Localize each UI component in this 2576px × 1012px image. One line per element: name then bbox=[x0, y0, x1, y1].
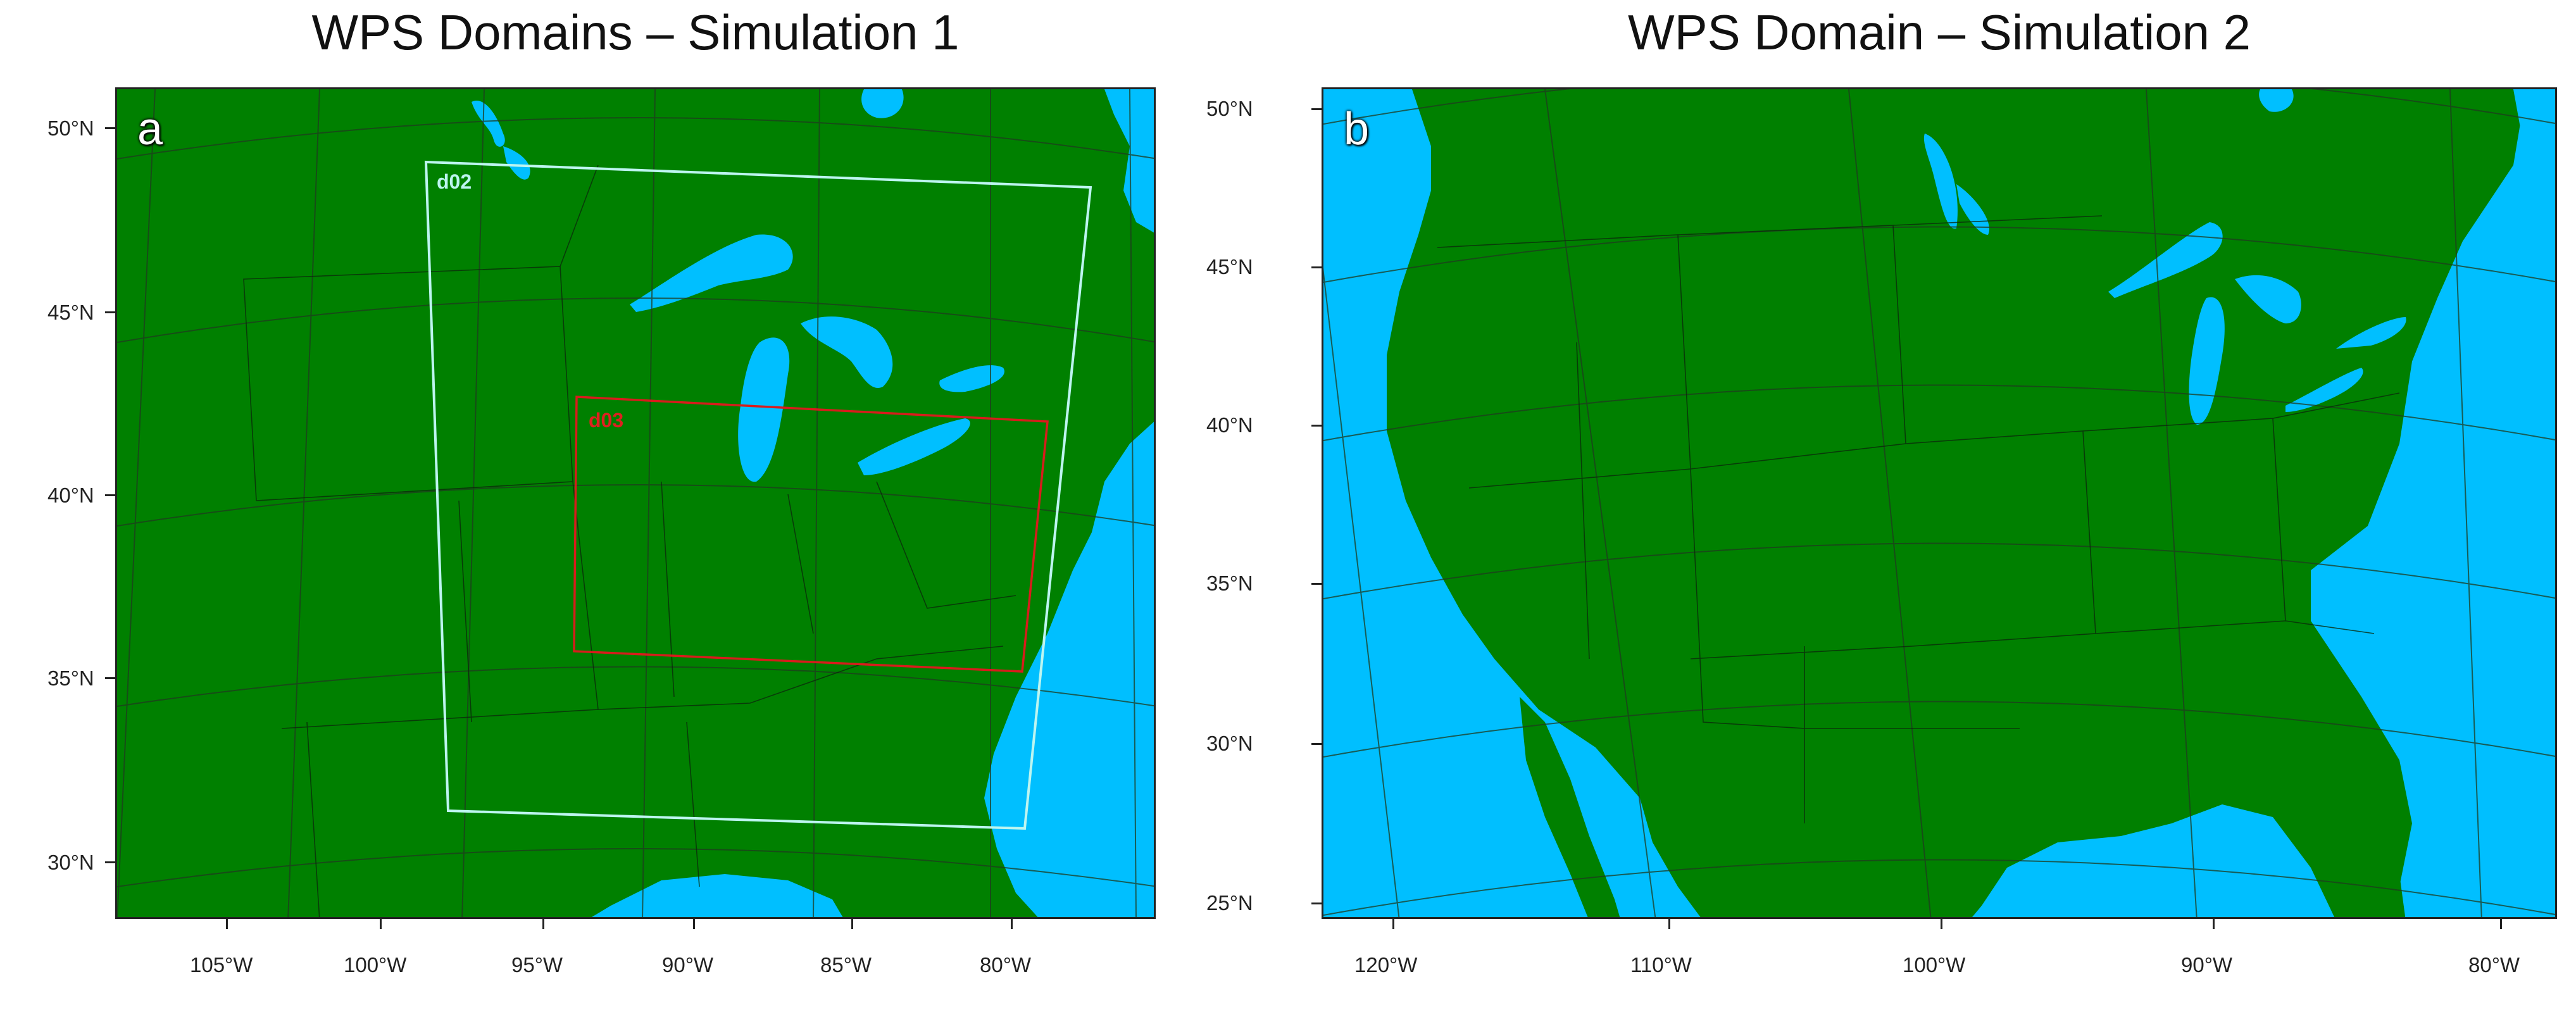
lake-north-2 bbox=[503, 146, 530, 180]
panel-a-letter: a bbox=[137, 104, 163, 154]
lat-tick-a-45 bbox=[105, 311, 115, 313]
state-borders bbox=[243, 165, 1016, 917]
lat-tick-b-25 bbox=[1311, 903, 1322, 904]
state-borders bbox=[1437, 215, 2400, 823]
map-b-canvas bbox=[1323, 89, 2555, 917]
baja-california bbox=[1520, 697, 1620, 917]
lon-tick-a-85 bbox=[851, 919, 853, 929]
lon-tick-b-90 bbox=[2213, 919, 2215, 929]
gulf-of-california bbox=[1570, 741, 1683, 917]
lon-label-a-100: 100°W bbox=[344, 953, 407, 977]
lake-ontario bbox=[2336, 317, 2406, 349]
lon-label-b-80: 80°W bbox=[2468, 953, 2520, 977]
domain-d02-box bbox=[424, 160, 1092, 830]
lake-north-2 bbox=[1956, 184, 1989, 235]
lat-label-b-30: 30°N bbox=[1206, 732, 1253, 755]
lake-ontario bbox=[939, 365, 1004, 392]
lon-label-a-80: 80°W bbox=[980, 953, 1032, 977]
lat-tick-b-50 bbox=[1311, 108, 1322, 110]
lat-label-b-35: 35°N bbox=[1206, 572, 1253, 595]
lat-label-a-35: 35°N bbox=[47, 666, 94, 690]
domain-d02-label: d02 bbox=[437, 170, 472, 193]
lon-label-b-120: 120°W bbox=[1354, 953, 1418, 977]
lake-northwest bbox=[472, 101, 505, 147]
lat-label-a-30: 30°N bbox=[47, 851, 94, 874]
lake-erie bbox=[858, 418, 970, 475]
florida bbox=[2311, 811, 2406, 917]
lat-tick-a-50 bbox=[105, 127, 115, 129]
map-panel-a: a d02 d03 bbox=[115, 87, 1156, 919]
panel-b-letter: b bbox=[1344, 104, 1370, 154]
lon-tick-b-110 bbox=[1668, 919, 1670, 929]
lon-tick-a-95 bbox=[542, 919, 544, 929]
land-mass bbox=[1387, 89, 2526, 917]
lat-tick-a-35 bbox=[105, 677, 115, 679]
lake-erie bbox=[2285, 368, 2363, 412]
map-a-canvas bbox=[117, 89, 1154, 917]
lon-tick-b-100 bbox=[1941, 919, 1942, 929]
lat-tick-b-35 bbox=[1311, 583, 1322, 585]
domain-d03-label: d03 bbox=[589, 409, 624, 432]
northeast-water bbox=[1104, 89, 1154, 233]
lon-label-b-90: 90°W bbox=[2181, 953, 2233, 977]
lon-tick-a-100 bbox=[380, 919, 382, 929]
lake-north-3 bbox=[861, 89, 904, 118]
lon-label-a-105: 105°W bbox=[190, 953, 253, 977]
land-mass bbox=[117, 89, 1154, 917]
lat-label-b-45: 45°N bbox=[1206, 255, 1253, 278]
lon-label-a-85: 85°W bbox=[820, 953, 872, 977]
lake-superior bbox=[2108, 222, 2223, 298]
lat-tick-b-40 bbox=[1311, 425, 1322, 427]
gulf-of-mexico bbox=[2010, 836, 2315, 917]
panel-b-title: WPS Domain – Simulation 2 bbox=[1627, 4, 2251, 60]
lake-superior bbox=[630, 234, 793, 312]
graticule bbox=[117, 89, 1154, 917]
lon-tick-a-105 bbox=[226, 919, 228, 929]
lat-tick-b-45 bbox=[1311, 266, 1322, 268]
lake-huron bbox=[801, 316, 893, 388]
lake-michigan bbox=[738, 337, 790, 482]
northeast-water bbox=[2513, 89, 2555, 170]
lat-label-b-40: 40°N bbox=[1206, 413, 1253, 437]
lon-label-a-90: 90°W bbox=[662, 953, 714, 977]
lat-label-a-50: 50°N bbox=[47, 116, 94, 140]
lat-label-a-45: 45°N bbox=[47, 301, 94, 324]
lat-tick-a-40 bbox=[105, 494, 115, 496]
lat-label-b-50: 50°N bbox=[1206, 97, 1253, 120]
lat-tick-a-30 bbox=[105, 861, 115, 863]
lon-tick-b-120 bbox=[1392, 919, 1394, 929]
lon-tick-b-80 bbox=[2500, 919, 2502, 929]
lon-label-b-110: 110°W bbox=[1630, 953, 1692, 977]
graticule bbox=[1323, 89, 2555, 917]
lake-north-3 bbox=[2259, 89, 2294, 112]
lon-label-b-100: 100°W bbox=[1903, 953, 1966, 977]
lon-tick-a-80 bbox=[1011, 919, 1013, 929]
domain-d03-box bbox=[573, 396, 1049, 673]
lat-label-b-25: 25°N bbox=[1206, 891, 1253, 915]
map-panel-b: b bbox=[1322, 87, 2557, 919]
lake-michigan bbox=[2189, 297, 2225, 425]
lake-north bbox=[1923, 134, 1958, 229]
lon-tick-a-90 bbox=[693, 919, 695, 929]
lat-tick-b-30 bbox=[1311, 743, 1322, 745]
panel-a-title: WPS Domains – Simulation 1 bbox=[311, 4, 960, 60]
lake-huron bbox=[2235, 275, 2301, 323]
lat-label-a-40: 40°N bbox=[47, 484, 94, 507]
lon-label-a-95: 95°W bbox=[511, 953, 563, 977]
